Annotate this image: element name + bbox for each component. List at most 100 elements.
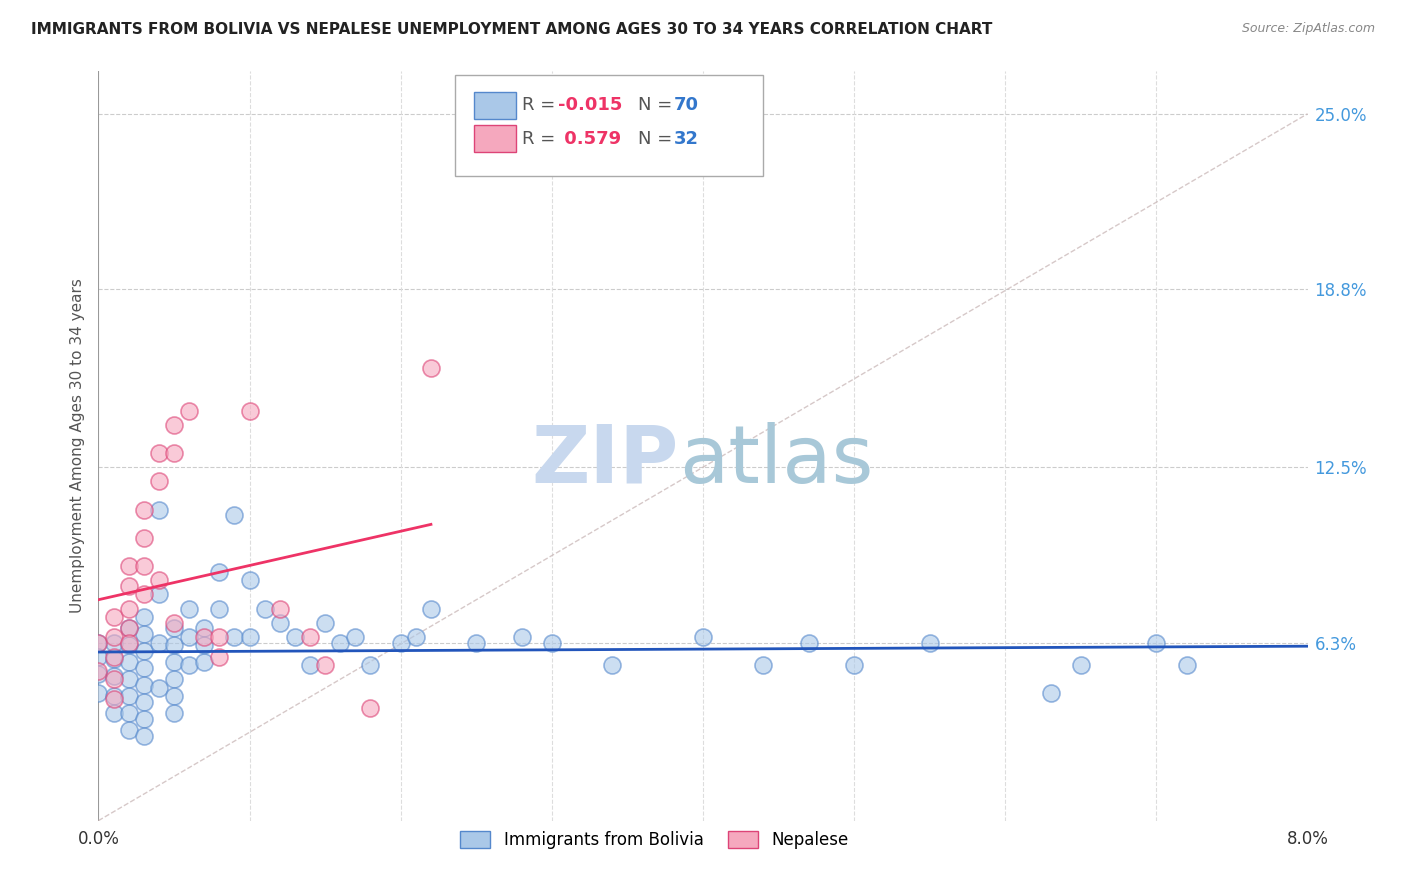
Point <box>103 610 125 624</box>
Point <box>148 574 170 588</box>
Point <box>103 673 125 687</box>
Point <box>193 621 215 635</box>
Point <box>87 635 110 649</box>
Text: Source: ZipAtlas.com: Source: ZipAtlas.com <box>1241 22 1375 36</box>
Point <box>87 635 110 649</box>
Point <box>103 652 125 666</box>
Point <box>193 630 215 644</box>
Point <box>148 587 170 601</box>
Point <box>253 601 276 615</box>
Point <box>208 630 231 644</box>
Point <box>118 723 141 738</box>
Point <box>103 690 125 704</box>
Point <box>118 559 141 574</box>
Text: R =: R = <box>522 130 561 148</box>
Point <box>344 630 367 644</box>
Point <box>132 729 155 743</box>
Y-axis label: Unemployment Among Ages 30 to 34 years: Unemployment Among Ages 30 to 34 years <box>69 278 84 614</box>
Point <box>118 601 141 615</box>
Point <box>118 638 141 652</box>
Point <box>163 446 186 460</box>
Point <box>163 673 186 687</box>
Point <box>132 559 155 574</box>
Point <box>118 621 141 635</box>
Point <box>329 635 352 649</box>
Point <box>103 669 125 683</box>
Point <box>132 531 155 545</box>
Point <box>314 615 336 630</box>
Point <box>389 635 412 649</box>
Point <box>179 601 201 615</box>
Point <box>284 630 307 644</box>
Point <box>314 658 336 673</box>
Point <box>118 706 141 721</box>
Point <box>118 655 141 669</box>
Point <box>239 630 262 644</box>
Point <box>163 417 186 432</box>
Point <box>132 502 155 516</box>
FancyBboxPatch shape <box>456 75 763 177</box>
Point <box>132 712 155 726</box>
Point <box>208 601 231 615</box>
Text: IMMIGRANTS FROM BOLIVIA VS NEPALESE UNEMPLOYMENT AMONG AGES 30 TO 34 YEARS CORRE: IMMIGRANTS FROM BOLIVIA VS NEPALESE UNEM… <box>31 22 993 37</box>
Point <box>299 630 322 644</box>
Point <box>299 658 322 673</box>
Point <box>360 658 382 673</box>
Point <box>269 615 291 630</box>
Point <box>269 601 291 615</box>
Point <box>118 673 141 687</box>
Point <box>163 615 186 630</box>
Point <box>103 706 125 721</box>
Text: 32: 32 <box>673 130 699 148</box>
Point <box>87 666 110 681</box>
Point <box>1146 635 1168 649</box>
Point <box>87 649 110 664</box>
Point <box>405 630 427 644</box>
Point <box>179 658 201 673</box>
Text: 0.579: 0.579 <box>558 130 621 148</box>
Point <box>1039 686 1062 700</box>
Point <box>132 661 155 675</box>
Point <box>163 655 186 669</box>
Point <box>208 649 231 664</box>
Point <box>465 635 488 649</box>
Point <box>752 658 775 673</box>
Point <box>602 658 624 673</box>
Point <box>1070 658 1092 673</box>
Point <box>163 706 186 721</box>
Point <box>132 610 155 624</box>
Point <box>132 695 155 709</box>
Point <box>224 508 246 523</box>
Point <box>103 635 125 649</box>
Point <box>132 644 155 658</box>
Point <box>179 403 201 417</box>
Point <box>844 658 866 673</box>
Point <box>148 635 170 649</box>
Text: R =: R = <box>522 96 561 114</box>
Point <box>132 587 155 601</box>
Point <box>797 635 820 649</box>
FancyBboxPatch shape <box>474 125 516 153</box>
Text: atlas: atlas <box>679 422 873 500</box>
Point <box>420 361 443 376</box>
Point <box>118 621 141 635</box>
Point <box>224 630 246 644</box>
Point <box>118 635 141 649</box>
Text: 70: 70 <box>673 96 699 114</box>
Text: N =: N = <box>638 96 678 114</box>
Point <box>103 649 125 664</box>
Point <box>239 574 262 588</box>
Point <box>179 630 201 644</box>
Point <box>193 638 215 652</box>
Point <box>103 692 125 706</box>
Point <box>148 502 170 516</box>
Point <box>163 638 186 652</box>
Point <box>360 700 382 714</box>
Point <box>239 403 262 417</box>
Point <box>132 678 155 692</box>
FancyBboxPatch shape <box>474 92 516 119</box>
Point <box>918 635 941 649</box>
Point <box>510 630 533 644</box>
Point <box>163 690 186 704</box>
Text: N =: N = <box>638 130 678 148</box>
